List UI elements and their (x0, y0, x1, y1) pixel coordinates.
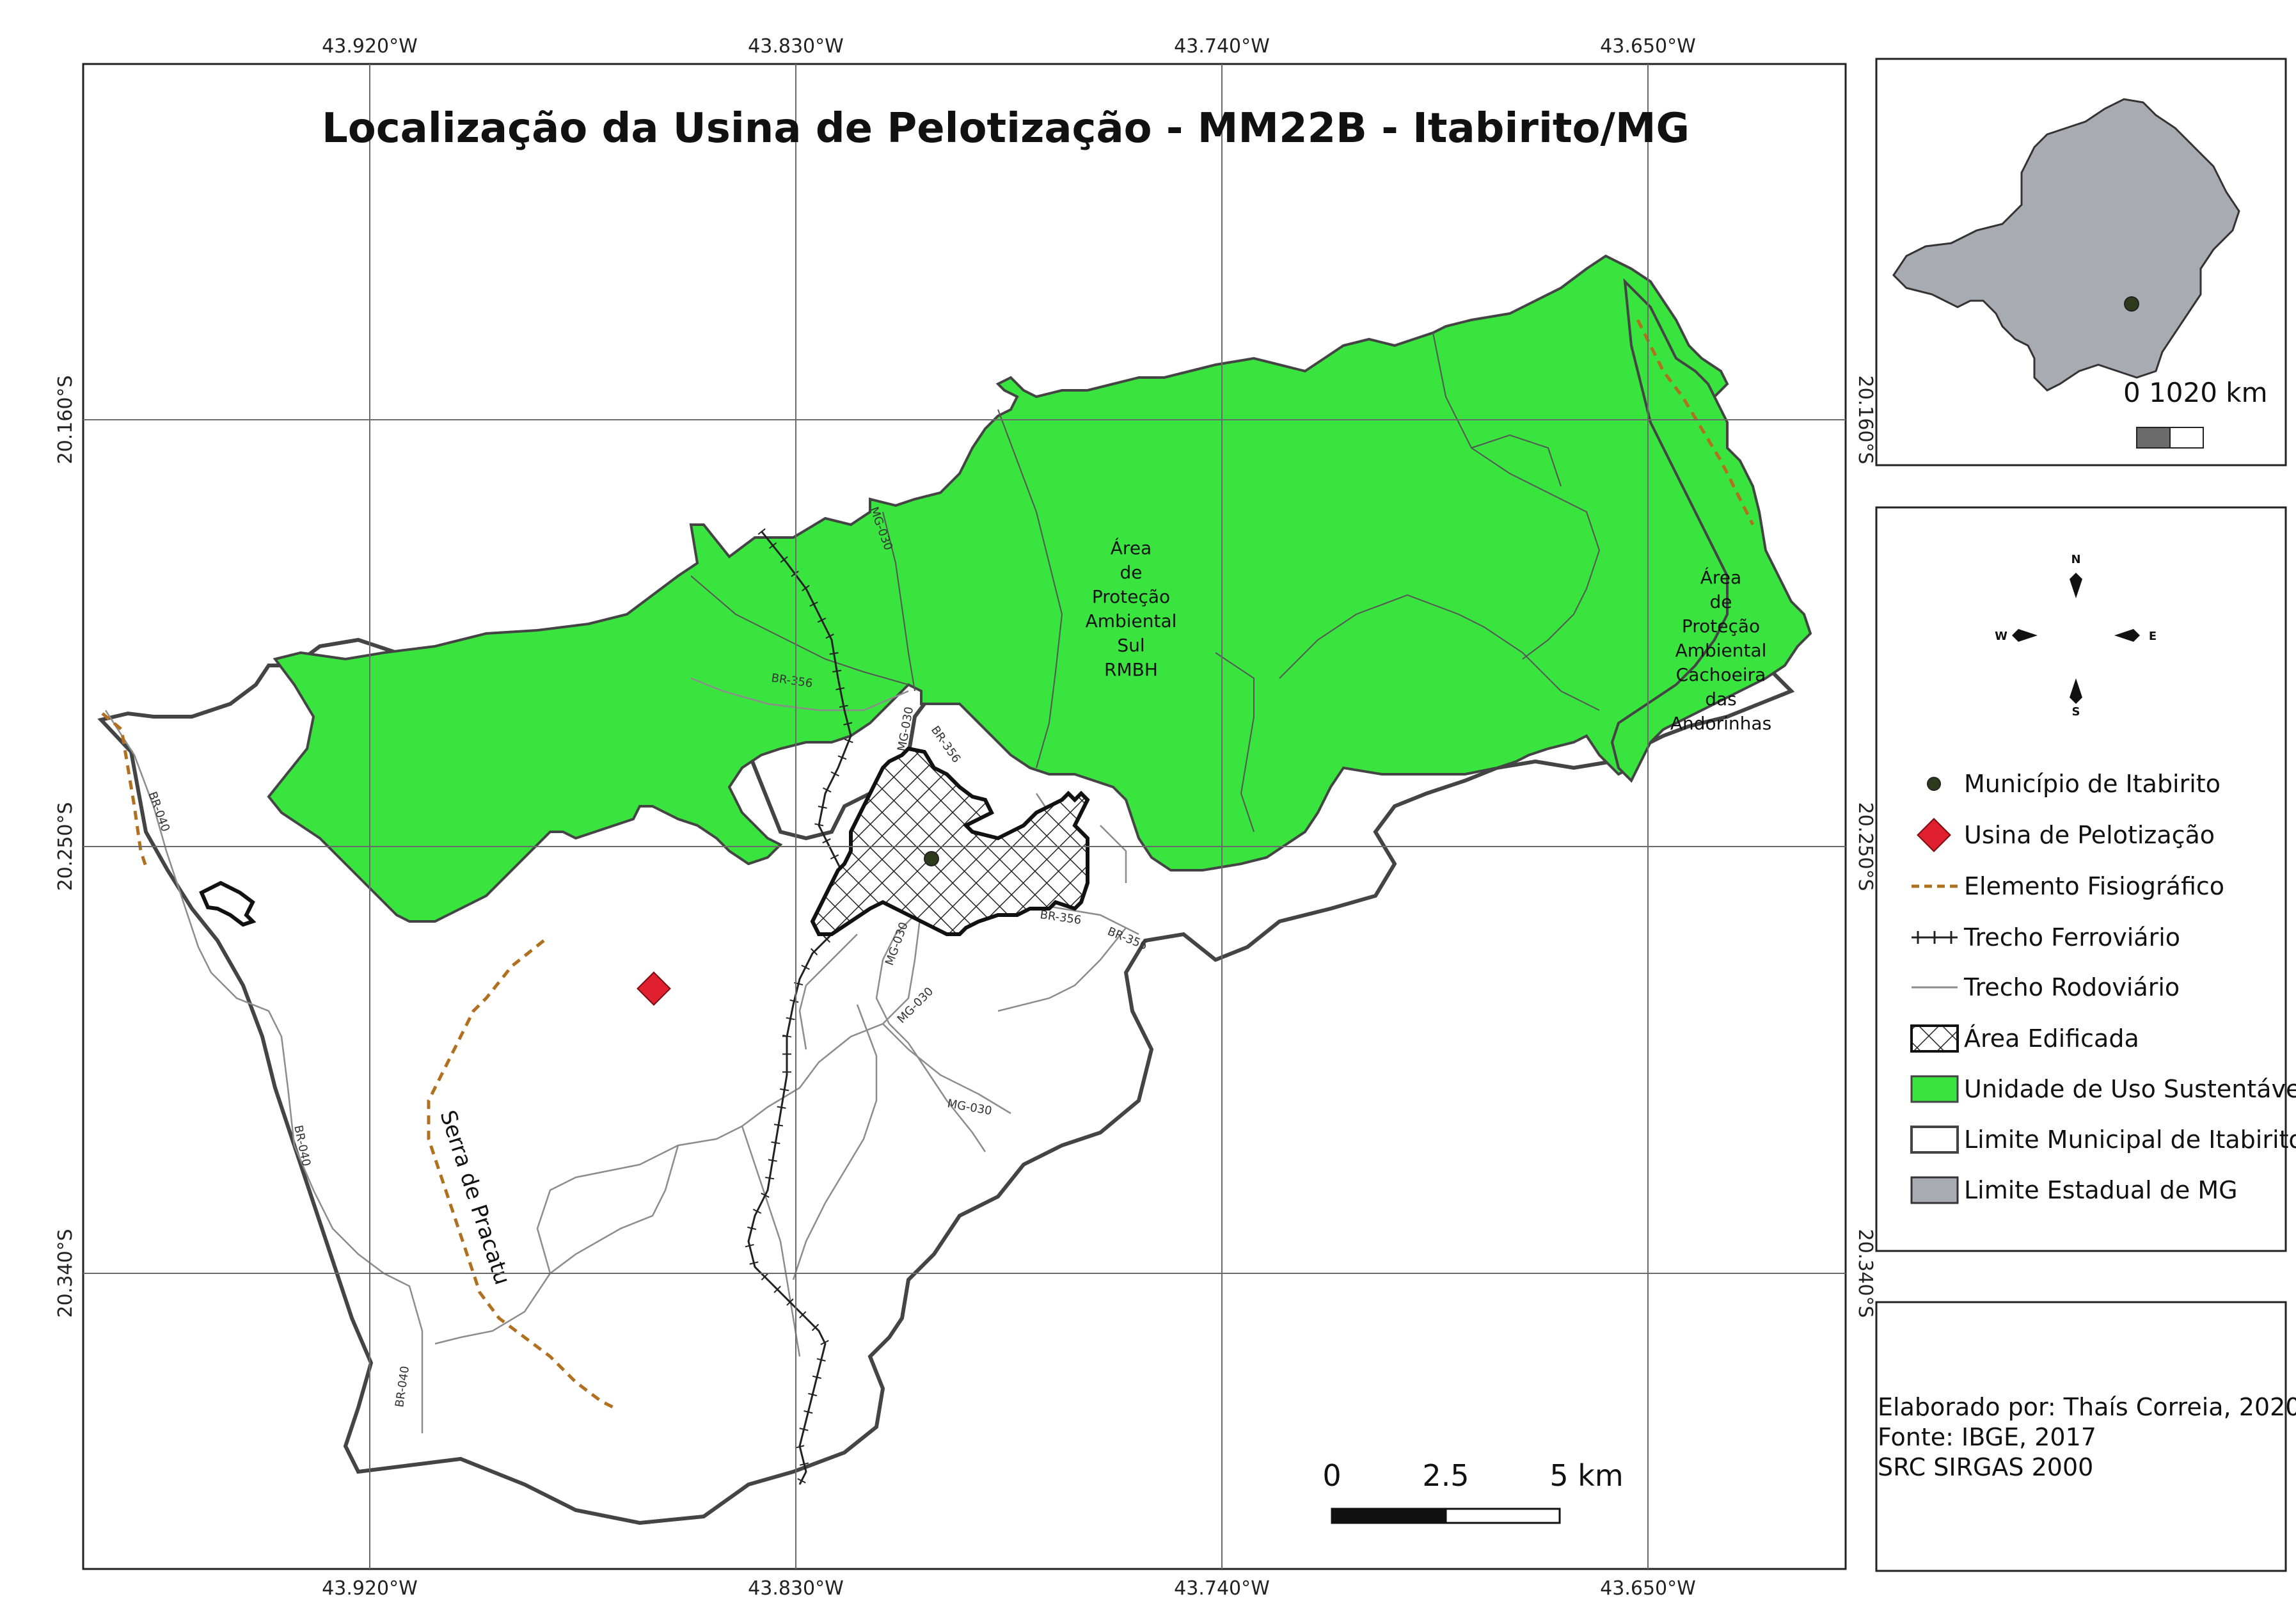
scale-bar-white-segment (1445, 1508, 1561, 1524)
credits-author: Elaborado por: Thaís Correia, 2020 (1878, 1393, 2296, 1421)
apa-cachoeira-label-line-7: Andorinhas (1670, 713, 1771, 734)
legend-item-uso-sustentavel: Unidade de Uso Sustentável (1910, 1075, 2296, 1103)
scale-tick-0: 0 (1322, 1458, 1341, 1493)
scale-tick-2-5: 2.5 (1422, 1458, 1469, 1493)
legend-hatch-icon (1910, 1024, 1959, 1053)
legend-diamond-icon (1917, 818, 1951, 852)
lat-label-right-2: 20.250°S (1854, 802, 1876, 891)
minas-gerais-state-shape (1892, 98, 2240, 392)
small-boundary-patch (199, 880, 257, 927)
lat-label-right-3: 20.340°S (1854, 1229, 1876, 1318)
apa-cachoeira-label-line-6: das (1705, 689, 1737, 710)
lat-label-right-1: 20.160°S (1854, 375, 1876, 464)
legend-label-municipio: Município de Itabirito (1964, 770, 2221, 798)
compass-north-arrow (2070, 573, 2082, 598)
apa-sul-label-line-3: Proteção (1092, 586, 1170, 607)
green-subdivision-lines (690, 332, 1601, 832)
compass-s: S (2072, 705, 2080, 719)
legend-panel: N S E W Município de Itabirito Usina de … (1875, 506, 2296, 1252)
lon-label-bottom-2: 43.830°W (748, 1577, 844, 1600)
legend-label-area-edificada: Área Edificada (1964, 1024, 2139, 1053)
legend-item-municipio: Município de Itabirito (1927, 770, 2221, 798)
main-map: BR-040 BR-040 BR-040 BR-356 BR-356 BR-35… (54, 35, 1876, 1600)
itabirito-municipality-dot (924, 851, 939, 866)
apa-sul-label-line-6: RMBH (1104, 659, 1158, 680)
compass-east-arrow (2114, 629, 2140, 642)
legend-label-rodoviario: Trecho Rodoviário (1963, 973, 2180, 1001)
credits-panel: Elaborado por: Thaís Correia, 2020 Fonte… (1875, 1301, 2296, 1572)
credits-crs: SRC SIRGAS 2000 (1878, 1453, 2093, 1481)
road-network (104, 677, 1139, 1433)
legend-label-limite-estadual: Limite Estadual de MG (1964, 1176, 2238, 1204)
coordinate-labels: 43.920°W 43.830°W 43.740°W 43.650°W 43.9… (54, 35, 1876, 1600)
compass-w: W (1995, 630, 2007, 643)
lon-label-top-1: 43.920°W (322, 35, 418, 58)
legend-green-icon (1910, 1075, 1959, 1103)
legend-label-ferroviario: Trecho Ferroviário (1963, 923, 2180, 951)
legend-dot-icon (1927, 777, 1941, 791)
scale-bar: 0 2.5 5 km (1322, 1458, 1624, 1524)
usina-pelotizacao-marker (637, 971, 671, 1006)
apa-sul-label-line-4: Ambiental (1086, 610, 1177, 632)
inset-scale-label: 0 1020 km (2123, 377, 2268, 408)
graticule (83, 64, 1846, 1569)
inset-map: 0 1020 km (1875, 58, 2287, 466)
lon-label-top-3: 43.740°W (1174, 35, 1270, 58)
legend-item-rodoviario: Trecho Rodoviário (1912, 973, 2180, 1001)
apa-sul-label-line-5: Sul (1117, 635, 1144, 656)
lat-label-left-2: 20.250°S (54, 802, 77, 891)
compass-rose-icon: N S E W (1995, 553, 2157, 719)
lon-label-bottom-3: 43.740°W (1174, 1577, 1270, 1600)
compass-e: E (2149, 630, 2157, 643)
legend-grey-icon (1910, 1176, 1959, 1204)
legend-item-limite-municipal: Limite Municipal de Itabirito (1910, 1126, 2296, 1154)
scale-tick-5km: 5 km (1549, 1458, 1623, 1493)
lon-label-top-4: 43.650°W (1600, 35, 1696, 58)
apa-cachoeira-label-line-2: de (1710, 591, 1732, 612)
apa-sul-label: Área de Proteção Ambiental Sul RMBH (1086, 537, 1177, 680)
apa-cachoeira-label-line-3: Proteção (1682, 616, 1760, 637)
lon-label-bottom-1: 43.920°W (322, 1577, 418, 1600)
credits-source: Fonte: IBGE, 2017 (1878, 1423, 2096, 1451)
lon-label-bottom-4: 43.650°W (1600, 1577, 1696, 1600)
apa-cachoeira-label: Área de Proteção Ambiental Cachoeira das… (1670, 566, 1771, 734)
lat-label-left-1: 20.160°S (54, 375, 77, 464)
map-title: Localização da Usina de Pelotização - MM… (322, 105, 1690, 152)
legend-label-limite-municipal: Limite Municipal de Itabirito (1964, 1126, 2296, 1154)
built-up-area (810, 746, 1090, 936)
inset-scale-bar-white (2169, 427, 2204, 449)
lat-label-left-3: 20.340°S (54, 1229, 77, 1318)
credits-frame (1875, 1301, 2287, 1572)
legend-item-fisiografico: Elemento Fisiográfico (1912, 872, 2224, 900)
legend-label-uso-sustentavel: Unidade de Uso Sustentável (1964, 1075, 2296, 1103)
legend-item-ferroviario: Trecho Ferroviário (1912, 923, 2180, 951)
inset-scale-bar-black (2136, 427, 2171, 449)
legend-label-fisiografico: Elemento Fisiográfico (1964, 872, 2224, 900)
compass-west-arrow (2012, 629, 2038, 642)
physiographic-elements (101, 319, 1755, 1410)
apa-sul-label-line-2: de (1120, 562, 1143, 583)
apa-cachoeira-label-line-1: Área (1700, 566, 1741, 588)
legend-item-limite-estadual: Limite Estadual de MG (1910, 1176, 2238, 1204)
apa-cachoeira-label-line-5: Cachoeira (1676, 664, 1766, 685)
apa-sul-label-line-1: Área (1111, 537, 1152, 559)
legend-white-icon (1910, 1126, 1959, 1154)
railway-line (743, 528, 856, 1487)
compass-n: N (2071, 553, 2080, 566)
inset-itabirito-dot (2124, 296, 2139, 312)
scale-bar-black-segment (1331, 1508, 1447, 1524)
lon-label-top-2: 43.830°W (748, 35, 844, 58)
apa-cachoeira-label-line-4: Ambiental (1675, 640, 1767, 661)
legend-label-usina: Usina de Pelotização (1964, 821, 2215, 849)
compass-south-arrow (2070, 678, 2082, 704)
legend-item-usina: Usina de Pelotização (1917, 818, 2215, 852)
legend-item-area-edificada: Área Edificada (1910, 1024, 2139, 1053)
